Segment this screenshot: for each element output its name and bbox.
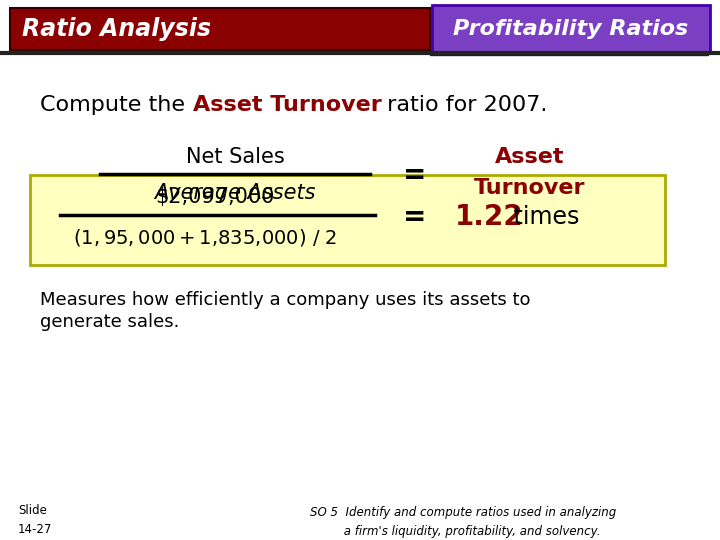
Text: Compute the: Compute the xyxy=(40,95,192,115)
Text: ($1,95,000 + $1,835,000) / 2: ($1,95,000 + $1,835,000) / 2 xyxy=(73,226,337,247)
FancyBboxPatch shape xyxy=(432,5,710,53)
Text: SO 5  Identify and compute ratios used in analyzing
         a firm's liquidity,: SO 5 Identify and compute ratios used in… xyxy=(310,506,616,538)
Text: Net Sales: Net Sales xyxy=(186,147,284,167)
FancyBboxPatch shape xyxy=(430,7,708,55)
Text: Slide
14-27: Slide 14-27 xyxy=(18,504,53,536)
FancyBboxPatch shape xyxy=(10,8,430,50)
Text: Ratio Analysis: Ratio Analysis xyxy=(22,17,211,41)
Text: Measures how efficiently a company uses its assets to: Measures how efficiently a company uses … xyxy=(40,291,531,309)
Text: times: times xyxy=(506,205,580,229)
Text: $2,097,000: $2,097,000 xyxy=(156,187,275,207)
Text: Asset Turnover: Asset Turnover xyxy=(193,95,382,115)
Text: Turnover: Turnover xyxy=(474,178,586,198)
Text: Asset: Asset xyxy=(495,147,564,167)
Text: ratio for 2007.: ratio for 2007. xyxy=(380,95,547,115)
Text: Average Assets: Average Assets xyxy=(154,183,316,203)
Text: =: = xyxy=(403,203,427,231)
FancyBboxPatch shape xyxy=(30,175,665,265)
Text: 1.22: 1.22 xyxy=(455,203,523,231)
Text: generate sales.: generate sales. xyxy=(40,313,179,331)
Text: Profitability Ratios: Profitability Ratios xyxy=(454,19,688,39)
Text: =: = xyxy=(403,161,427,189)
